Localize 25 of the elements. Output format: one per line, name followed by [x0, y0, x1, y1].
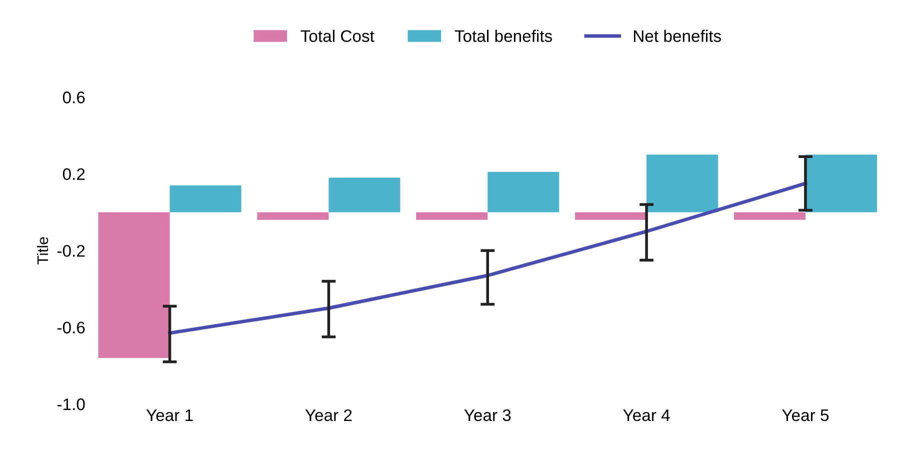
bar: [98, 212, 170, 358]
bar: [257, 212, 329, 220]
legend-label: Net benefits: [634, 30, 721, 42]
bar: [646, 154, 718, 212]
bar: [805, 154, 877, 212]
line-series: [168, 182, 808, 335]
x-tick-label: Year 3: [464, 409, 511, 422]
bar: [575, 212, 647, 220]
bar: [734, 212, 806, 220]
legend-label: Total Cost: [300, 30, 374, 42]
legend-label: Total benefits: [454, 30, 552, 42]
y-tick-label: 0.2: [62, 168, 85, 180]
y-tick-label: -1.0: [57, 398, 85, 410]
y-tick-label: -0.2: [57, 244, 85, 257]
y-tick-label: 0.6: [62, 92, 85, 104]
bar: [328, 178, 400, 212]
y-axis-title: Title: [36, 237, 48, 264]
bar: [488, 172, 560, 212]
x-tick-label: Year 2: [305, 409, 352, 422]
x-tick-label: Year 1: [146, 409, 193, 422]
bar: [416, 212, 488, 220]
y-tick-label: -0.6: [57, 322, 85, 334]
x-tick-label: Year 4: [623, 409, 670, 422]
bar: [170, 185, 242, 212]
x-tick-label: Year 5: [782, 409, 829, 422]
